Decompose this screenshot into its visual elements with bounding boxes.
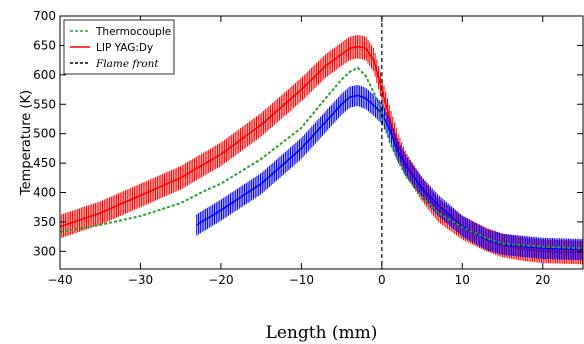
x-axis: −40 −30 −20 −10 0 10 20 (47, 16, 550, 287)
y-tick-label: 400 (33, 186, 56, 200)
y-tick-label: 450 (33, 156, 56, 170)
series-thermocouple (60, 66, 583, 250)
x-tick-label: −20 (208, 273, 233, 287)
x-tick-label: −40 (47, 273, 72, 287)
x-tick-label: −10 (289, 273, 314, 287)
y-tick-label: 500 (33, 127, 56, 141)
legend-label-lip-yag: LIP YAG:Dy (96, 42, 153, 54)
series-lip-blue (196, 84, 583, 261)
legend-label-flame-front: Flame front (95, 58, 159, 70)
legend: Thermocouple LIP YAG:Dy Flame front (63, 19, 175, 75)
x-tick-label: 0 (378, 273, 386, 287)
y-tick-label: 650 (33, 38, 56, 52)
y-tick-label: 600 (33, 68, 56, 82)
x-tick-label: 10 (455, 273, 470, 287)
y-tick-label: 700 (33, 9, 56, 23)
y-axis-title: Temperature (K) (19, 90, 34, 196)
legend-label-thermocouple: Thermocouple (95, 26, 171, 38)
x-axis-title: Length (mm) (266, 323, 378, 343)
plot-frame (59, 15, 584, 270)
y-tick-label: 350 (33, 215, 56, 229)
x-tick-label: 20 (535, 273, 550, 287)
plot-area (60, 34, 583, 265)
x-tick-label: −30 (128, 273, 153, 287)
y-tick-label: 300 (33, 244, 56, 258)
y-axis: 300 350 400 450 500 550 600 650 700 (33, 9, 583, 258)
y-tick-label: 550 (33, 97, 56, 111)
